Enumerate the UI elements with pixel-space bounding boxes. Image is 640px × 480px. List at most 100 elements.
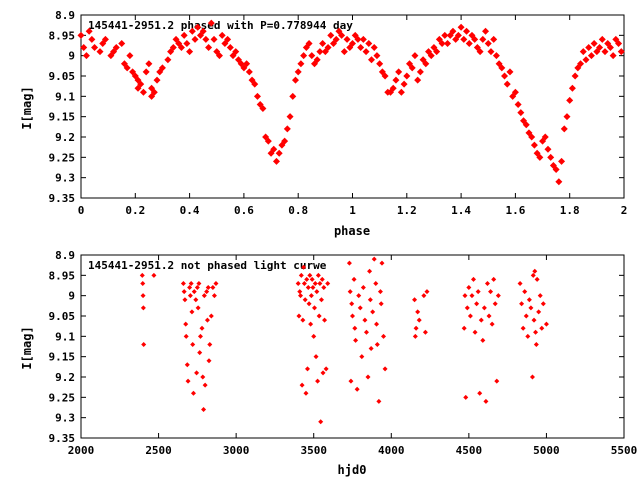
data-point — [392, 76, 400, 84]
data-point — [346, 260, 352, 266]
y-tick-label: 9.05 — [49, 310, 76, 323]
data-point — [359, 35, 367, 43]
data-point — [354, 386, 360, 392]
data-point — [312, 280, 318, 286]
data-point — [465, 39, 473, 47]
data-point — [145, 60, 153, 68]
data-point — [377, 289, 383, 295]
data-point — [413, 325, 419, 331]
data-point — [343, 35, 351, 43]
x-tick-label: 3500 — [300, 444, 327, 457]
data-point — [371, 256, 377, 262]
data-point — [352, 325, 358, 331]
data-point — [585, 44, 593, 52]
data-point — [587, 52, 595, 60]
data-point — [598, 35, 606, 43]
data-point — [315, 272, 321, 278]
data-point — [313, 56, 321, 64]
data-point — [324, 44, 332, 52]
data-point — [299, 382, 305, 388]
data-point — [332, 35, 340, 43]
data-point — [379, 260, 385, 266]
data-point — [150, 88, 158, 96]
data-point — [469, 293, 475, 299]
data-point — [210, 35, 218, 43]
data-point — [373, 52, 381, 60]
data-point — [205, 44, 213, 52]
data-point — [395, 68, 403, 76]
data-point — [141, 341, 147, 347]
data-point — [139, 272, 145, 278]
data-point — [412, 297, 418, 303]
data-point — [382, 366, 388, 372]
data-point — [296, 313, 302, 319]
chart-panel-not-phased: 145441-2951.2 not phased light curwe I[m… — [20, 249, 637, 477]
data-point — [609, 52, 617, 60]
data-point — [204, 289, 210, 295]
data-point — [207, 341, 213, 347]
data-point — [490, 35, 498, 43]
data-point — [489, 321, 495, 327]
data-point — [184, 362, 190, 368]
data-point — [316, 313, 322, 319]
data-point — [537, 293, 543, 299]
data-point — [522, 289, 528, 295]
data-point — [177, 44, 185, 52]
y-tick-label: 9 — [68, 290, 75, 303]
data-point — [544, 145, 552, 153]
data-point — [400, 80, 408, 88]
data-point — [323, 366, 329, 372]
data-point — [253, 92, 261, 100]
data-point — [356, 293, 362, 299]
data-point — [539, 325, 545, 331]
data-point — [492, 52, 500, 60]
data-point — [552, 166, 560, 174]
data-point — [523, 313, 529, 319]
data-point — [210, 285, 216, 291]
data-point — [319, 39, 327, 47]
data-point — [194, 370, 200, 376]
chart-title-not-phased: 145441-2951.2 not phased light curwe — [88, 259, 327, 272]
x-tick-label: 0.2 — [125, 204, 145, 217]
data-point — [526, 297, 532, 303]
data-point — [536, 153, 544, 161]
data-point — [477, 390, 483, 396]
data-point — [189, 309, 195, 315]
data-point — [460, 35, 468, 43]
chart-title-phased: 145441-2951.2 phased with P=0.778944 day — [88, 19, 353, 32]
data-point — [472, 329, 478, 335]
data-point — [414, 76, 422, 84]
x-tick-label: 4000 — [378, 444, 405, 457]
data-point — [480, 337, 486, 343]
data-point — [204, 317, 210, 323]
data-point — [85, 27, 93, 35]
y-tick-label: 9.1 — [55, 330, 75, 343]
data-point — [522, 121, 530, 129]
data-point — [169, 44, 177, 52]
data-point — [560, 125, 568, 133]
plot-frame-not-phased — [80, 254, 625, 439]
data-point — [474, 301, 480, 307]
data-point — [363, 329, 369, 335]
data-point — [579, 48, 587, 56]
data-point — [357, 44, 365, 52]
data-point — [207, 19, 215, 27]
data-point — [370, 44, 378, 52]
data-point — [483, 398, 489, 404]
data-point — [140, 280, 146, 286]
data-point — [365, 39, 373, 47]
data-point — [158, 64, 166, 72]
data-point — [446, 31, 454, 39]
data-point — [568, 84, 576, 92]
data-point — [582, 56, 590, 64]
data-point — [373, 280, 379, 286]
y-tick-label: 9.2 — [55, 371, 75, 384]
data-point — [454, 31, 462, 39]
data-point — [264, 137, 272, 145]
data-point — [444, 39, 452, 47]
data-point — [243, 60, 251, 68]
data-point — [297, 60, 305, 68]
data-point — [224, 35, 232, 43]
data-point — [140, 293, 146, 299]
y-tick-label: 9.15 — [49, 111, 76, 124]
